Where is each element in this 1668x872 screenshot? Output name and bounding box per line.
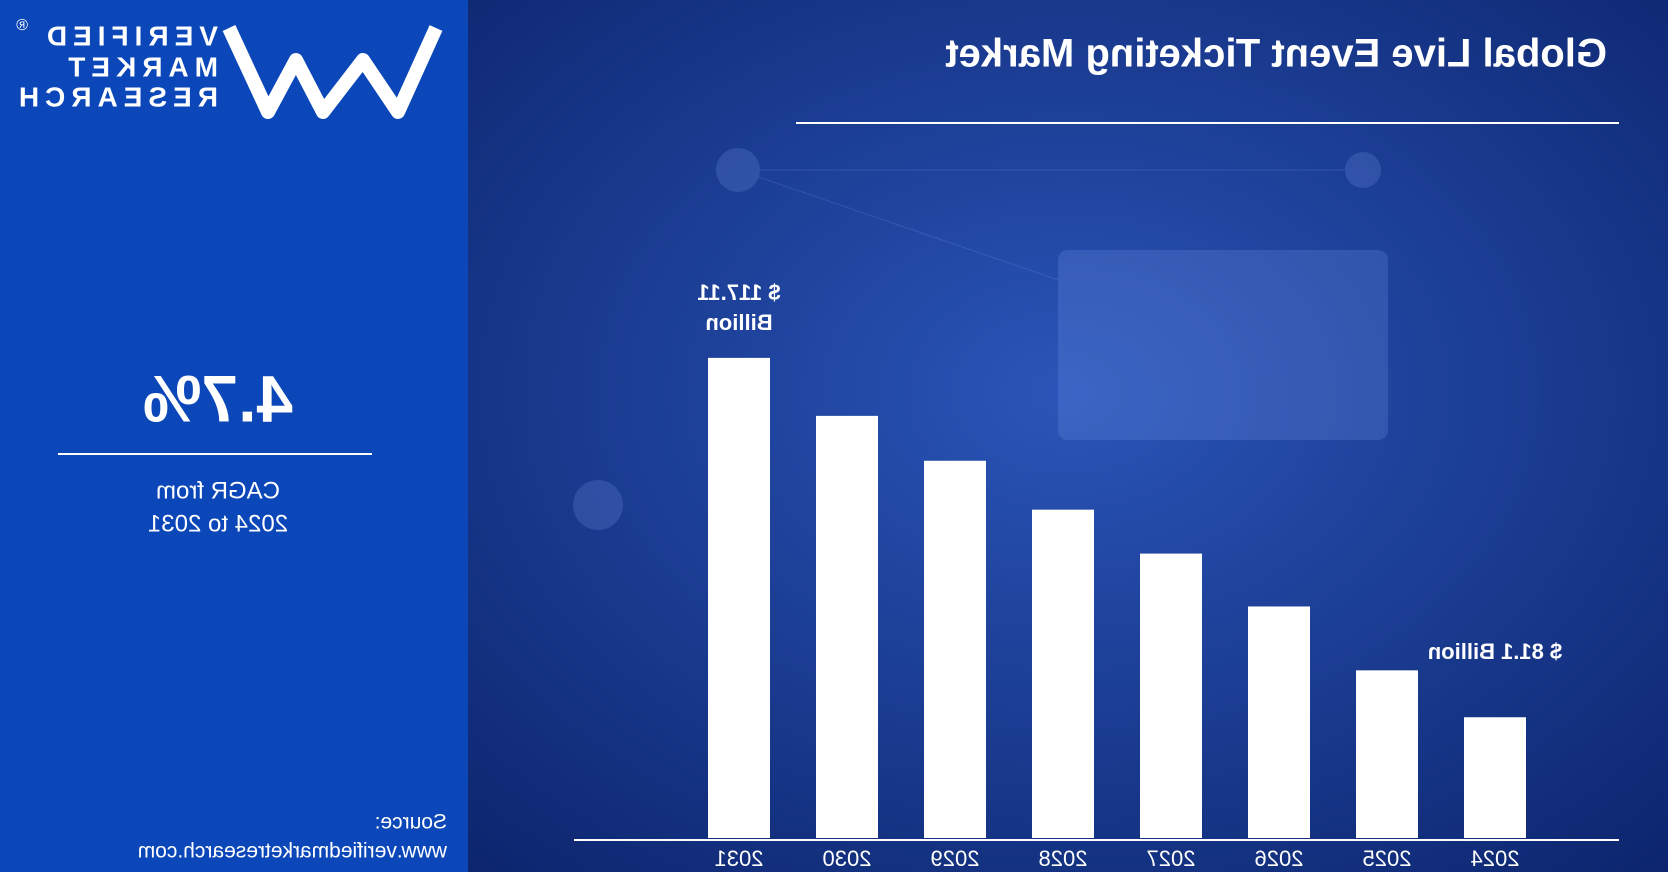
x-tick-label: 2030	[823, 846, 872, 871]
x-tick-label: 2028	[1039, 846, 1088, 871]
bar	[816, 415, 878, 838]
x-tick-label: 2027	[1147, 846, 1196, 871]
chart-title: Global Live Event Ticketing Market	[945, 32, 1607, 76]
source-label: Source:	[375, 811, 447, 834]
value-label: $ 81.1 Billion	[1427, 639, 1563, 665]
x-tick-label: 2029	[931, 846, 980, 871]
x-tick-label: 2031	[715, 846, 764, 871]
logo-text: MARKET	[62, 51, 218, 82]
cagr-value: 4.7%	[143, 361, 293, 435]
bar	[1464, 717, 1526, 838]
cagr-caption: CAGR from	[156, 477, 280, 504]
x-tick-label: 2024	[1471, 846, 1520, 871]
decoration	[573, 148, 1388, 530]
source-url: www.verifiedmarketresearch.com	[138, 840, 448, 863]
registered-mark: ®	[16, 17, 28, 34]
bar	[924, 460, 986, 838]
x-tick-label: 2025	[1363, 846, 1412, 871]
bar	[1356, 670, 1418, 838]
logo-text: VERIFIED	[41, 20, 218, 51]
bar	[1032, 509, 1094, 838]
x-tick-label: 2026	[1255, 846, 1304, 871]
bar	[1140, 553, 1202, 838]
bar	[1248, 606, 1310, 838]
cagr-caption: 2024 to 2031	[148, 510, 288, 537]
side-panel	[0, 0, 468, 872]
value-label: $ 117.11 Billion	[697, 279, 781, 335]
logo-mark	[222, 25, 443, 119]
bar	[708, 357, 770, 838]
logo-text: RESEARCH	[13, 81, 218, 112]
